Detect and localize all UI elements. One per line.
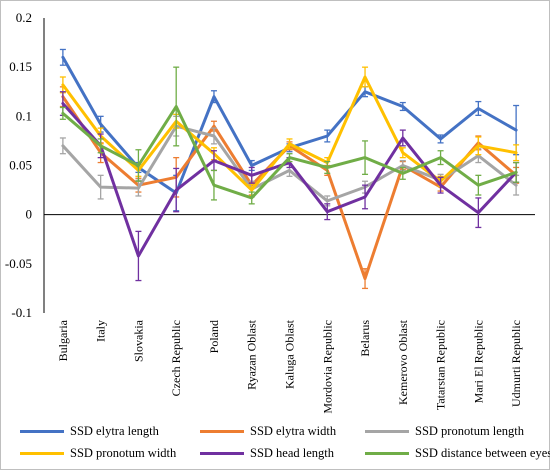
- series-line: [61, 105, 518, 200]
- y-tick-label: -0.1: [11, 305, 32, 320]
- x-tick-label: Poland: [207, 320, 221, 353]
- legend-item: SSD head length: [200, 443, 334, 463]
- y-tick-label: 0.1: [16, 108, 32, 123]
- legend-label: SSD elytra length: [70, 423, 159, 438]
- y-tick-label: 0.05: [9, 158, 32, 173]
- y-tick-label: 0.15: [9, 59, 32, 74]
- legend-label: SSD pronotum length: [415, 423, 525, 438]
- x-tick-label: Czech Republic: [169, 320, 183, 396]
- x-tick-labels: Bulgaria Italy Slovakia Czech Republic Polan…: [56, 319, 523, 413]
- series-group: [59, 66, 520, 205]
- legend-item: SSD distance between eyes: [365, 443, 550, 463]
- y-tick-label: -0.05: [5, 256, 32, 271]
- legend-item: SSD elytra width: [200, 421, 336, 441]
- y-tick-label: 0: [26, 207, 33, 222]
- legend-label: SSD pronotum width: [70, 445, 177, 460]
- x-tick-label: Belarus: [358, 320, 372, 357]
- x-tick-label: Mordovia Republic: [320, 320, 334, 414]
- legend-swatch: [365, 451, 409, 455]
- series-layer: [59, 48, 520, 290]
- x-tick-label: Slovakia: [131, 319, 145, 362]
- x-tick-label: Tatarstan Republic: [434, 320, 448, 410]
- x-tick-label: Italy: [94, 320, 108, 342]
- legend-label: SSD head length: [250, 445, 335, 460]
- legend-swatch: [20, 451, 64, 455]
- series-group: [59, 91, 520, 282]
- series-line: [61, 102, 518, 258]
- x-tick-label: Bulgaria: [56, 319, 70, 361]
- x-tick-label: Ryazan Oblast: [245, 319, 259, 389]
- legend-item: SSD pronotum length: [365, 421, 524, 441]
- legend-swatch: [20, 429, 64, 433]
- legend-label: SSD distance between eyes: [415, 445, 550, 460]
- y-tick-labels: 0.2 0.15 0.1 0.05 0 -0.05 -0.1: [5, 10, 32, 320]
- x-tick-label: Kaluga Oblast: [283, 319, 297, 389]
- legend-swatch: [200, 451, 244, 455]
- legend-item: SSD elytra length: [20, 421, 159, 441]
- x-tick-label: Kemerovo Oblast: [396, 319, 410, 405]
- legend-swatch: [365, 429, 409, 433]
- legend-swatch: [200, 429, 244, 433]
- y-tick-label: 0.2: [16, 10, 32, 25]
- x-tick-label: Mari El Republic: [471, 320, 485, 403]
- x-tick-label: Udmurti Republic: [509, 320, 523, 407]
- legend-item: SSD pronotum width: [20, 443, 176, 463]
- legend: SSD elytra length SSD elytra width SSD pro…: [20, 421, 550, 465]
- legend-label: SSD elytra width: [250, 423, 337, 438]
